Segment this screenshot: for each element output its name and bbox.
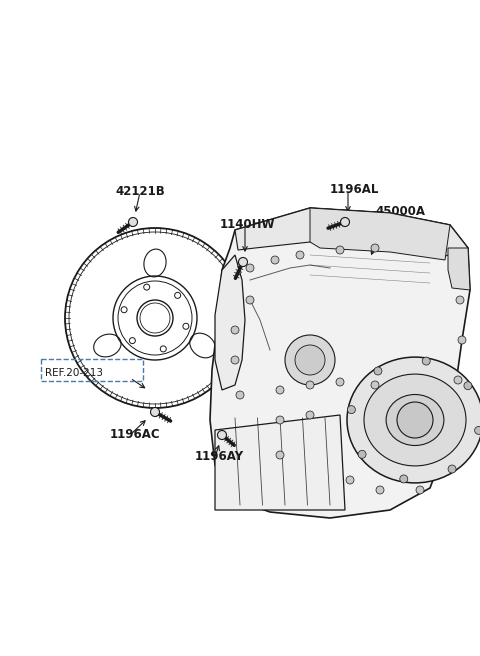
Circle shape <box>400 475 408 483</box>
Circle shape <box>295 345 325 375</box>
Ellipse shape <box>364 374 466 466</box>
Circle shape <box>296 251 304 259</box>
Text: 1196AL: 1196AL <box>330 183 379 196</box>
Circle shape <box>340 218 349 226</box>
Polygon shape <box>235 208 468 258</box>
Circle shape <box>130 338 135 344</box>
Polygon shape <box>310 208 450 260</box>
Circle shape <box>217 430 227 440</box>
Circle shape <box>371 381 379 389</box>
Circle shape <box>336 378 344 386</box>
Text: REF.20-213: REF.20-213 <box>45 368 103 378</box>
Circle shape <box>239 258 248 266</box>
Circle shape <box>276 416 284 424</box>
Circle shape <box>376 486 384 494</box>
Circle shape <box>397 402 433 438</box>
Circle shape <box>246 264 254 272</box>
Ellipse shape <box>386 394 444 445</box>
Circle shape <box>144 284 150 290</box>
Text: 1140HW: 1140HW <box>220 218 276 231</box>
Circle shape <box>246 296 254 304</box>
Polygon shape <box>215 255 245 390</box>
Circle shape <box>306 411 314 419</box>
Circle shape <box>456 296 464 304</box>
Circle shape <box>346 476 354 484</box>
Circle shape <box>231 356 239 364</box>
Circle shape <box>454 376 462 384</box>
Text: 1196AC: 1196AC <box>110 428 161 441</box>
Circle shape <box>475 426 480 434</box>
Circle shape <box>285 335 335 385</box>
Circle shape <box>422 357 430 365</box>
Circle shape <box>374 367 382 375</box>
Circle shape <box>121 307 127 313</box>
Circle shape <box>416 486 424 494</box>
Circle shape <box>129 218 137 226</box>
Circle shape <box>231 326 239 334</box>
Text: 45000A: 45000A <box>375 205 425 218</box>
Circle shape <box>276 386 284 394</box>
Circle shape <box>183 323 189 329</box>
Circle shape <box>358 450 366 459</box>
Text: 1196AY: 1196AY <box>195 450 244 463</box>
Circle shape <box>236 391 244 399</box>
Circle shape <box>336 246 344 254</box>
Circle shape <box>458 336 466 344</box>
Circle shape <box>276 451 284 459</box>
Circle shape <box>371 244 379 252</box>
Circle shape <box>175 293 180 298</box>
Circle shape <box>151 407 159 417</box>
Text: 42121B: 42121B <box>115 185 165 198</box>
Circle shape <box>348 405 355 414</box>
Circle shape <box>271 256 279 264</box>
Polygon shape <box>210 208 470 518</box>
Polygon shape <box>215 415 345 510</box>
Circle shape <box>160 346 166 352</box>
Circle shape <box>448 465 456 473</box>
Polygon shape <box>448 248 470 290</box>
Circle shape <box>306 381 314 389</box>
Ellipse shape <box>347 357 480 483</box>
Circle shape <box>464 382 472 390</box>
